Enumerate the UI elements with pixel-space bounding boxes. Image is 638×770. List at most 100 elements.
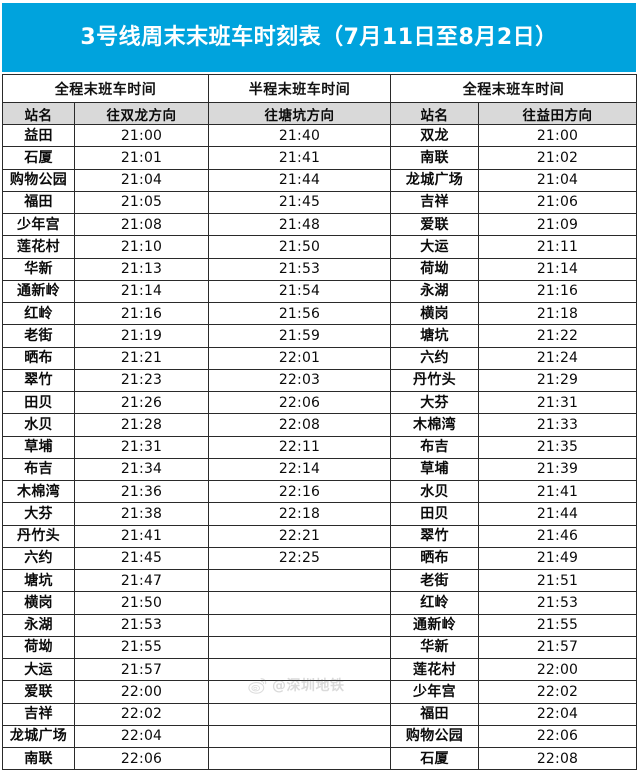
cell-time-full-left: 21:45 [74, 546, 209, 571]
cell-station-left: 翠竹 [2, 368, 75, 393]
cell-time-full-right: 21:46 [478, 524, 637, 548]
cell-time-full-left: 21:57 [74, 657, 209, 682]
cell-time-full-right: 21:44 [478, 502, 637, 526]
cell-time-full-right: 22:02 [478, 680, 637, 704]
cell-time-full-left: 22:00 [74, 680, 209, 704]
cell-station-right: 华新 [390, 635, 479, 660]
cell-station-left: 晒布 [2, 346, 75, 370]
cell-station-right: 大芬 [390, 390, 479, 415]
cell-time-full-right: 21:18 [478, 301, 637, 326]
cell-station-right: 莲花村 [390, 657, 479, 682]
table-row: 大芬 21:38 22:18 田贝 21:44 [2, 502, 637, 526]
timetable: 全程末班车时间 半程末班车时间 全程末班车时间 站名 往双龙方向 往塘坑方向 站… [2, 74, 637, 770]
table-row: 少年宫 21:08 21:48 爱联 21:09 [2, 212, 637, 237]
cell-time-full-left: 21:47 [74, 568, 209, 593]
column-header-station-left: 站名 [2, 102, 75, 125]
table-row: 木棉湾 21:36 22:16 水贝 21:41 [2, 479, 637, 504]
table-row: 布吉 21:34 22:14 草埔 21:39 [2, 457, 637, 482]
cell-station-left: 木棉湾 [2, 479, 75, 504]
cell-time-full-right: 21:41 [478, 479, 637, 504]
cell-time-half: 22:25 [208, 546, 391, 571]
cell-station-left: 丹竹头 [2, 524, 75, 548]
cell-time-full-right: 21:02 [478, 146, 637, 170]
cell-time-half: 21:56 [208, 301, 391, 326]
cell-time-full-right: 21:24 [478, 346, 637, 370]
cell-time-half: 21:59 [208, 324, 391, 348]
cell-time-full-right: 21:11 [478, 235, 637, 259]
cell-station-right: 大运 [390, 235, 479, 259]
cell-time-full-right: 21:49 [478, 546, 637, 571]
cell-station-left: 福田 [2, 190, 75, 215]
cell-station-right: 少年宫 [390, 680, 479, 704]
cell-time-full-left: 21:36 [74, 479, 209, 504]
cell-time-full-left: 21:01 [74, 146, 209, 170]
cell-station-left: 龙城广场 [2, 724, 75, 749]
cell-station-right: 石厦 [390, 746, 479, 770]
table-row: 草埔 21:31 22:11 布吉 21:35 [2, 435, 637, 459]
cell-time-full-right: 22:06 [478, 724, 637, 749]
table-row: 塘坑 21:47 老街 21:51 [2, 568, 637, 593]
cell-time-full-right: 21:33 [478, 413, 637, 437]
table-row: 永湖 21:53 通新岭 21:55 [2, 613, 637, 637]
cell-station-right: 翠竹 [390, 524, 479, 548]
cell-time-full-left: 21:34 [74, 457, 209, 482]
page-title: 3号线周末末班车时刻表（7月11日至8月2日） [80, 24, 558, 50]
cell-time-half: 21:53 [208, 257, 391, 281]
cell-station-left: 购物公园 [2, 168, 75, 192]
table-row: 爱联 22:00 少年宫 22:02 [2, 680, 637, 704]
cell-time-full-left: 21:00 [74, 123, 209, 148]
cell-station-left: 莲花村 [2, 235, 75, 259]
cell-time-full-left: 21:08 [74, 212, 209, 237]
cell-time-half [208, 591, 391, 615]
cell-station-right: 购物公园 [390, 724, 479, 749]
table-row: 福田 21:05 21:45 吉祥 21:06 [2, 190, 637, 215]
cell-time-half: 21:44 [208, 168, 391, 192]
cell-time-full-right: 21:14 [478, 257, 637, 281]
table-row: 吉祥 22:02 福田 22:04 [2, 702, 637, 726]
cell-time-half [208, 724, 391, 749]
cell-station-left: 永湖 [2, 613, 75, 637]
cell-station-left: 布吉 [2, 457, 75, 482]
table-row: 龙城广场 22:04 购物公园 22:06 [2, 724, 637, 749]
title-banner: 3号线周末末班车时刻表（7月11日至8月2日） [2, 3, 636, 72]
cell-time-full-left: 21:28 [74, 413, 209, 437]
cell-time-half: 21:50 [208, 235, 391, 259]
cell-time-full-left: 21:19 [74, 324, 209, 348]
cell-station-left: 益田 [2, 123, 75, 148]
cell-time-full-right: 21:22 [478, 324, 637, 348]
cell-time-half [208, 680, 391, 704]
cell-station-right: 龙城广场 [390, 168, 479, 192]
cell-station-right: 双龙 [390, 123, 479, 148]
cell-station-left: 水贝 [2, 413, 75, 437]
table-row: 购物公园 21:04 21:44 龙城广场 21:04 [2, 168, 637, 192]
table-row: 六约 21:45 22:25 晒布 21:49 [2, 546, 637, 571]
cell-time-full-right: 21:53 [478, 591, 637, 615]
cell-station-left: 通新岭 [2, 279, 75, 304]
schedule-poster: 3号线周末末班车时刻表（7月11日至8月2日） 全程末班车时间 半程末班车时间 … [2, 3, 637, 770]
cell-time-half: 21:45 [208, 190, 391, 215]
cell-time-full-right: 21:51 [478, 568, 637, 593]
cell-time-half [208, 657, 391, 682]
cell-time-half: 22:16 [208, 479, 391, 504]
cell-time-half: 21:41 [208, 146, 391, 170]
cell-station-right: 福田 [390, 702, 479, 726]
sub-header-row: 站名 往双龙方向 往塘坑方向 站名 往益田方向 [2, 102, 637, 125]
cell-time-full-left: 21:10 [74, 235, 209, 259]
cell-time-full-right: 21:06 [478, 190, 637, 215]
cell-station-left: 爱联 [2, 680, 75, 704]
table-row: 益田 21:00 21:40 双龙 21:00 [2, 123, 637, 148]
group-header-full-right: 全程末班车时间 [390, 74, 637, 103]
cell-station-right: 爱联 [390, 212, 479, 237]
cell-station-left: 草埔 [2, 435, 75, 459]
cell-time-full-right: 21:55 [478, 613, 637, 637]
cell-time-full-right: 21:09 [478, 212, 637, 237]
cell-time-half [208, 702, 391, 726]
cell-station-right: 丹竹头 [390, 368, 479, 393]
cell-station-left: 六约 [2, 546, 75, 571]
group-header-row: 全程末班车时间 半程末班车时间 全程末班车时间 [2, 74, 637, 103]
cell-station-right: 布吉 [390, 435, 479, 459]
cell-station-left: 南联 [2, 746, 75, 770]
table-row: 田贝 21:26 22:06 大芬 21:31 [2, 390, 637, 415]
table-row: 晒布 21:21 22:01 六约 21:24 [2, 346, 637, 370]
cell-station-left: 石厦 [2, 146, 75, 170]
